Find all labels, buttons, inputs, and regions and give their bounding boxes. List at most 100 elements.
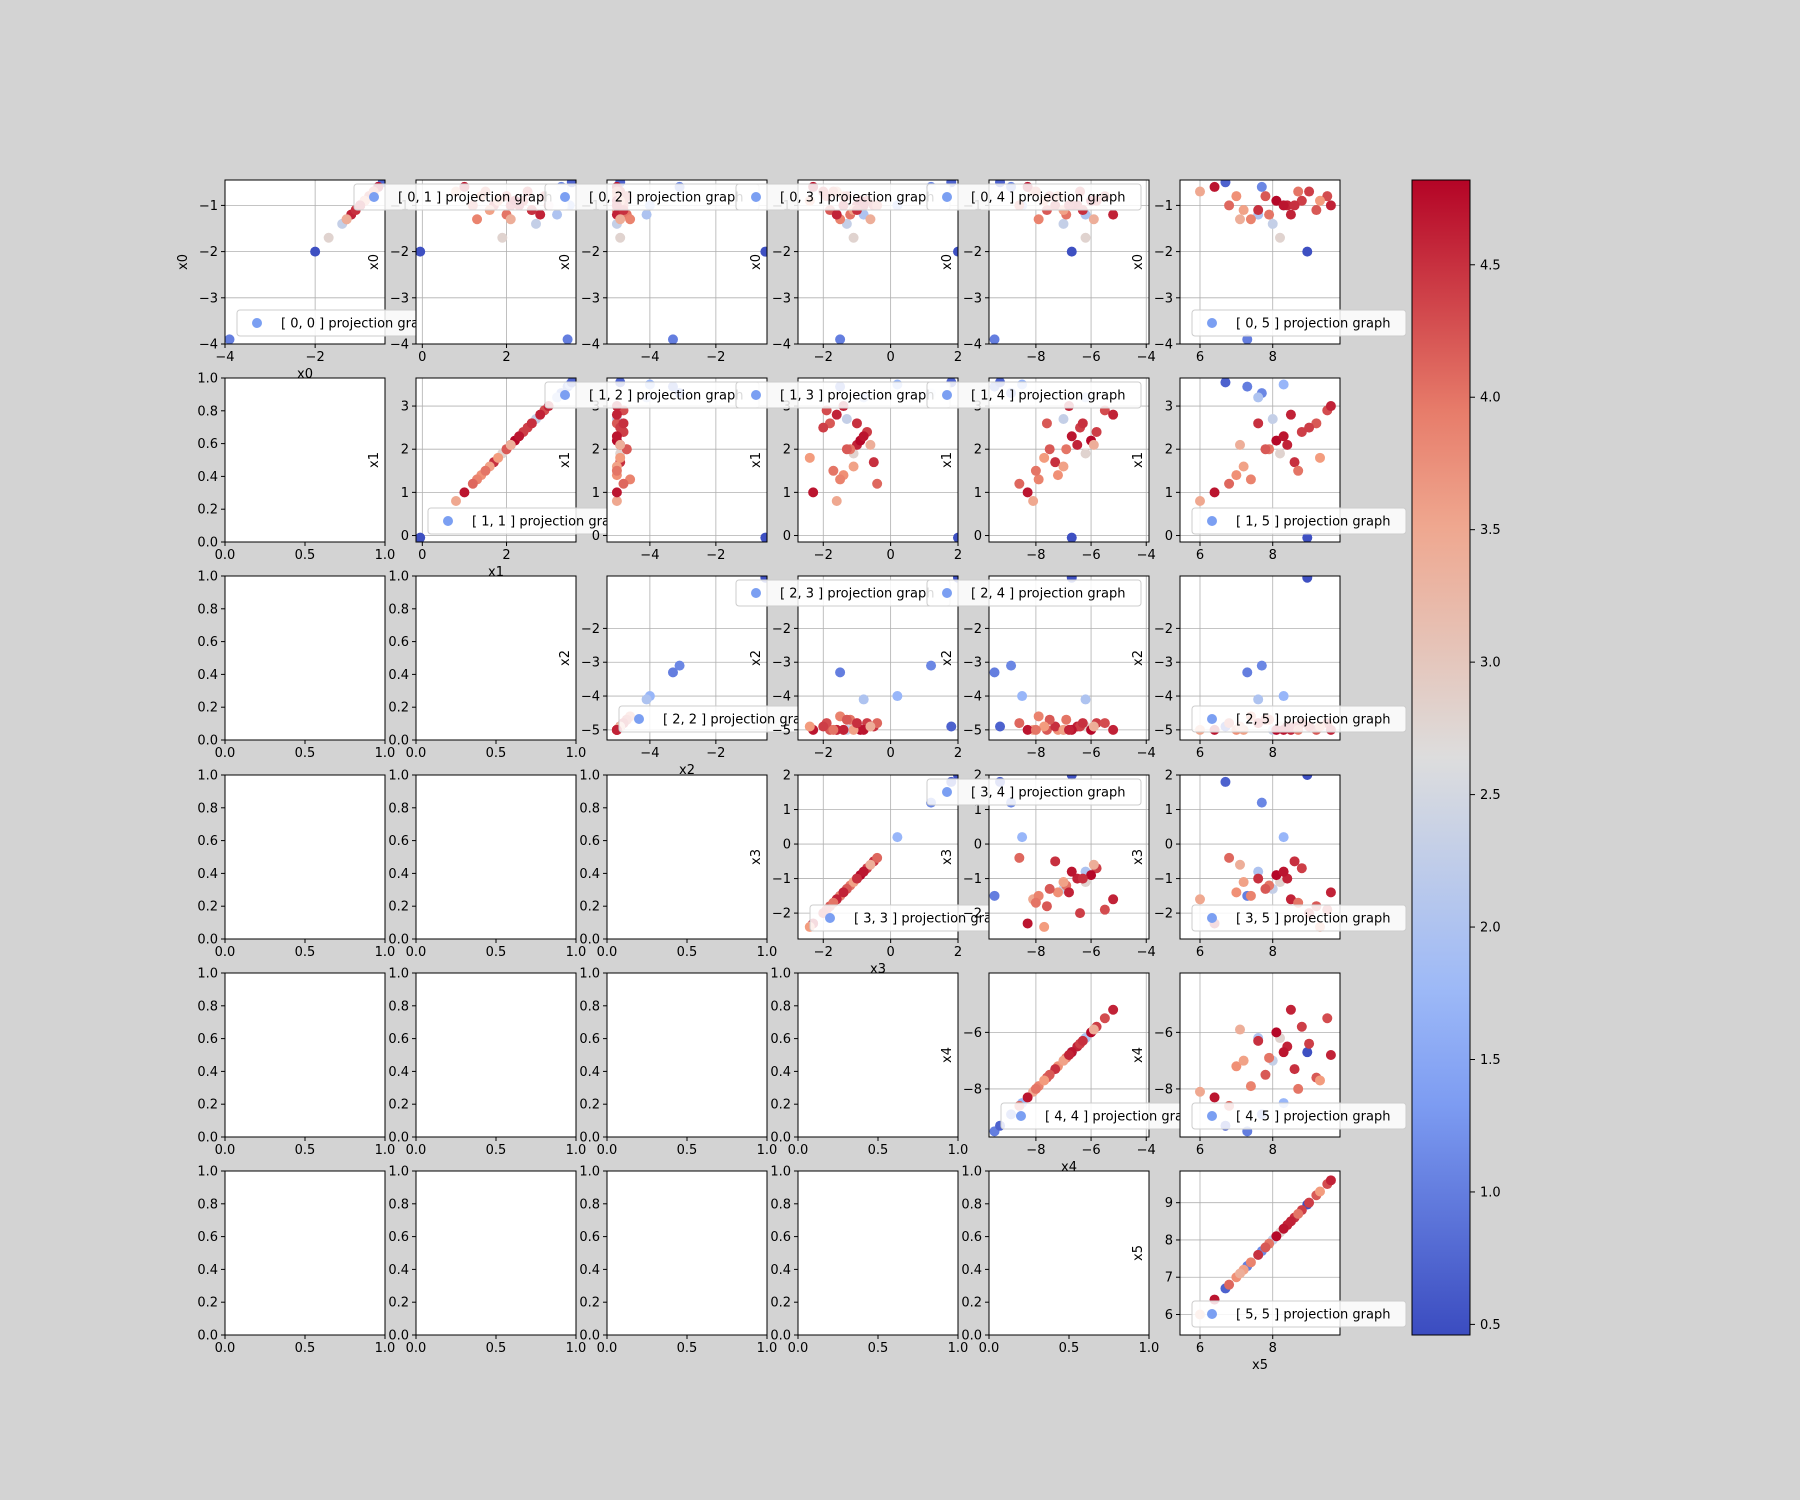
scatter-point [1006,660,1017,671]
y-tick-label: 1 [974,803,982,818]
subplot-2-4: −8 −6 −4 −5 −4 −3 −2 x2 [ 2, 4 ] projection grap… [926,575,1156,761]
scatter-point [841,714,852,725]
y-tick-label: 8 [1165,1233,1173,1248]
x-tick-label: 0.0 [215,548,236,563]
y-tick-label: −2 [772,245,791,260]
y-tick-label: −1 [1154,199,1173,214]
legend-label: [ 1, 2 ] projection graph [589,389,743,404]
scatter-point [1245,474,1256,485]
y-tick-label: −2 [390,245,409,260]
y-tick-label: 0.4 [388,867,409,882]
scatter-point [1242,334,1253,344]
scatter-point [1325,200,1336,211]
subplot-3-4: −8 −6 −4 −2 −1 0 1 2 x3 [ 3, 4 ] projection graph [926,769,1156,960]
y-tick-label: −4 [1154,690,1173,705]
scatter-point [615,439,626,450]
x-tick-label: −6 [1081,746,1100,761]
scatter-point [451,496,461,506]
legend-label: [ 0, 3 ] projection graph [780,191,934,206]
legend-label: [ 4, 5 ] projection graph [1236,1110,1390,1125]
legend: [ 0, 5 ] projection graph [1191,309,1407,337]
y-tick-label: 0 [1165,838,1173,853]
scatter-point [926,660,937,671]
scatter-point [1050,856,1061,867]
scatter-point [674,660,685,671]
scatter-point [615,452,626,463]
y-tick-label: −5 [581,723,600,738]
scatter-point [1231,191,1242,202]
scatter-point [1285,1004,1296,1015]
y-tick-label: 0.2 [197,1098,218,1113]
x-tick-label: −4 [640,746,659,761]
scatter-point [1311,205,1322,216]
x-axis-label: x2 [679,763,695,778]
y-tick-label: 0.2 [579,900,600,915]
subplot-border [988,575,1150,741]
x-tick-label: 1.0 [375,1341,396,1356]
legend: [ 1, 5 ] projection graph [1191,507,1407,535]
legend: [ 1, 1 ] projection graph [427,507,643,535]
x-tick-label: −8 [1026,350,1045,365]
x-tick-label: −4 [215,350,234,365]
legend-marker [1207,318,1217,328]
scatter-point [1061,714,1072,725]
scatter-point [1296,863,1307,874]
subplot-0-4: −8−6−4−4−3−2−1x0[ 0, 4 ] projection grap… [926,179,1156,365]
subplot-frame [415,1170,577,1336]
scatter-point [416,532,426,542]
subplot-frame [797,972,959,1138]
y-tick-label: −2 [581,245,600,260]
scatter-point [1304,1197,1315,1208]
y-tick-label: 0.6 [579,1032,600,1047]
y-tick-label: 0.4 [579,1263,600,1278]
scatter-point [858,431,869,442]
y-tick-label: 0.2 [197,701,218,716]
legend-label: [ 2, 5 ] projection graph [1236,713,1390,728]
y-tick-label: 0.8 [961,1197,982,1212]
scatter-point [868,457,879,468]
y-tick-label: 0.8 [579,801,600,816]
scatter-point [1064,887,1074,898]
x-tick-label: −4 [1137,1143,1156,1158]
legend-label: [ 1, 3 ] projection graph [780,389,934,404]
y-tick-label: 0.6 [579,1230,600,1245]
subplot-frame [988,1170,1150,1336]
x-tick-label: −2 [814,548,833,563]
legend-label: [ 1, 1 ] projection graph [472,515,626,530]
scatter-point [1242,381,1253,392]
y-tick-label: 0.6 [388,834,409,849]
legend-marker [369,192,379,202]
scatter-point [1253,866,1264,877]
x-tick-label: 0.0 [215,1143,236,1158]
scatter-point [1235,1268,1245,1279]
y-tick-label: 3 [1165,400,1173,415]
y-tick-label: 0.8 [388,1197,409,1212]
scatter-point [760,532,767,542]
scatter-point [989,334,1000,344]
y-tick-label: 0.4 [197,1065,218,1080]
scatter-point [1030,897,1041,908]
colorbar-tick-label: 4.0 [1480,391,1501,406]
scatter-point [1030,724,1041,735]
scatter-point [1039,452,1050,463]
scatter-point [1014,852,1025,863]
legend-marker [1207,714,1217,724]
y-axis-label: x3 [749,849,764,865]
y-tick-label: 2 [783,769,791,784]
y-tick-label: 1 [592,486,600,501]
scatter-point [1033,214,1044,225]
y-tick-label: −5 [772,723,791,738]
x-tick-label: 1.0 [757,1143,778,1158]
x-tick-label: 2 [954,746,962,761]
scatter-point [225,334,235,344]
legend-marker [751,192,761,202]
y-tick-label: 0.6 [770,1032,791,1047]
y-tick-label: 0.0 [770,1131,791,1146]
y-tick-label: 0.0 [197,734,218,749]
x-tick-label: 0.0 [788,1143,809,1158]
subplot-1-3: −2020123x1[ 1, 3 ] projection graph [735,377,962,563]
scatter-point [1256,181,1267,192]
scatter-point [1108,409,1119,420]
y-tick-label: 0.4 [197,668,218,683]
